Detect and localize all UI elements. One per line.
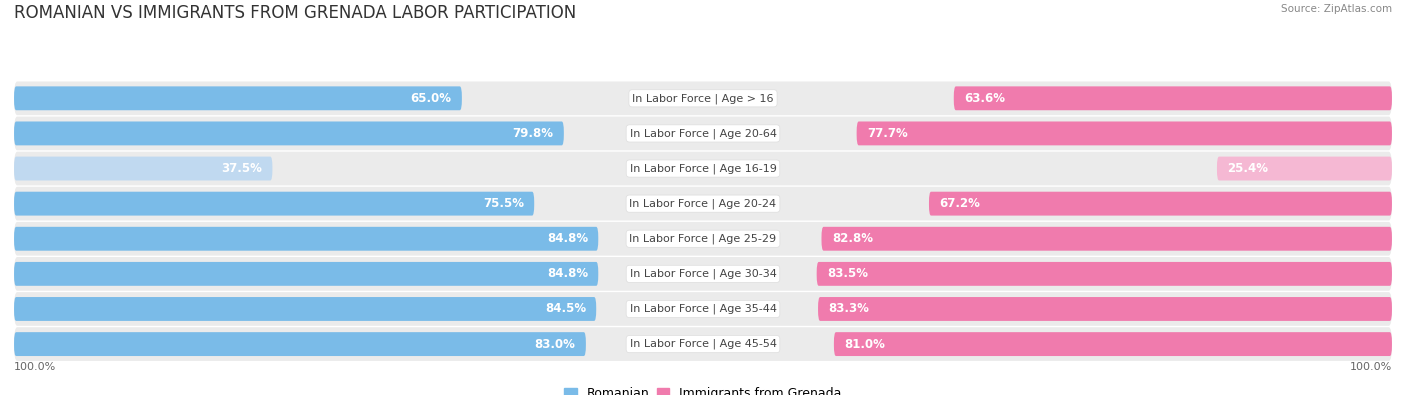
FancyBboxPatch shape <box>1218 156 1392 181</box>
Text: In Labor Force | Age 30-34: In Labor Force | Age 30-34 <box>630 269 776 279</box>
FancyBboxPatch shape <box>834 332 1392 356</box>
Text: In Labor Force | Age > 16: In Labor Force | Age > 16 <box>633 93 773 103</box>
Text: 84.8%: 84.8% <box>547 232 588 245</box>
Text: 82.8%: 82.8% <box>832 232 873 245</box>
Text: 63.6%: 63.6% <box>965 92 1005 105</box>
FancyBboxPatch shape <box>953 87 1392 110</box>
FancyBboxPatch shape <box>856 122 1392 145</box>
Text: 67.2%: 67.2% <box>939 197 980 210</box>
FancyBboxPatch shape <box>14 87 461 110</box>
Text: Source: ZipAtlas.com: Source: ZipAtlas.com <box>1281 4 1392 14</box>
Text: 65.0%: 65.0% <box>411 92 451 105</box>
FancyBboxPatch shape <box>821 227 1392 251</box>
FancyBboxPatch shape <box>14 257 1392 291</box>
FancyBboxPatch shape <box>14 187 1392 220</box>
Text: In Labor Force | Age 16-19: In Labor Force | Age 16-19 <box>630 163 776 174</box>
Text: In Labor Force | Age 25-29: In Labor Force | Age 25-29 <box>630 233 776 244</box>
Text: 83.3%: 83.3% <box>828 303 869 316</box>
Text: 81.0%: 81.0% <box>844 338 886 351</box>
FancyBboxPatch shape <box>14 81 1392 115</box>
FancyBboxPatch shape <box>14 156 273 181</box>
FancyBboxPatch shape <box>818 297 1392 321</box>
Text: 75.5%: 75.5% <box>482 197 524 210</box>
Text: 84.8%: 84.8% <box>547 267 588 280</box>
Text: In Labor Force | Age 20-64: In Labor Force | Age 20-64 <box>630 128 776 139</box>
FancyBboxPatch shape <box>817 262 1392 286</box>
Text: In Labor Force | Age 35-44: In Labor Force | Age 35-44 <box>630 304 776 314</box>
FancyBboxPatch shape <box>14 192 534 216</box>
Text: 37.5%: 37.5% <box>221 162 262 175</box>
Legend: Romanian, Immigrants from Grenada: Romanian, Immigrants from Grenada <box>561 385 845 395</box>
Text: 79.8%: 79.8% <box>513 127 554 140</box>
Text: 25.4%: 25.4% <box>1227 162 1268 175</box>
Text: In Labor Force | Age 45-54: In Labor Force | Age 45-54 <box>630 339 776 349</box>
Text: 100.0%: 100.0% <box>14 362 56 372</box>
FancyBboxPatch shape <box>14 122 564 145</box>
FancyBboxPatch shape <box>14 222 1392 256</box>
Text: 83.5%: 83.5% <box>827 267 868 280</box>
FancyBboxPatch shape <box>14 152 1392 185</box>
Text: ROMANIAN VS IMMIGRANTS FROM GRENADA LABOR PARTICIPATION: ROMANIAN VS IMMIGRANTS FROM GRENADA LABO… <box>14 4 576 22</box>
Text: 100.0%: 100.0% <box>1350 362 1392 372</box>
Text: In Labor Force | Age 20-24: In Labor Force | Age 20-24 <box>630 198 776 209</box>
FancyBboxPatch shape <box>14 292 1392 326</box>
FancyBboxPatch shape <box>14 227 599 251</box>
Text: 77.7%: 77.7% <box>868 127 908 140</box>
Text: 83.0%: 83.0% <box>534 338 575 351</box>
FancyBboxPatch shape <box>14 332 586 356</box>
FancyBboxPatch shape <box>929 192 1392 216</box>
FancyBboxPatch shape <box>14 327 1392 361</box>
FancyBboxPatch shape <box>14 297 596 321</box>
FancyBboxPatch shape <box>14 117 1392 150</box>
Text: 84.5%: 84.5% <box>544 303 586 316</box>
FancyBboxPatch shape <box>14 262 599 286</box>
